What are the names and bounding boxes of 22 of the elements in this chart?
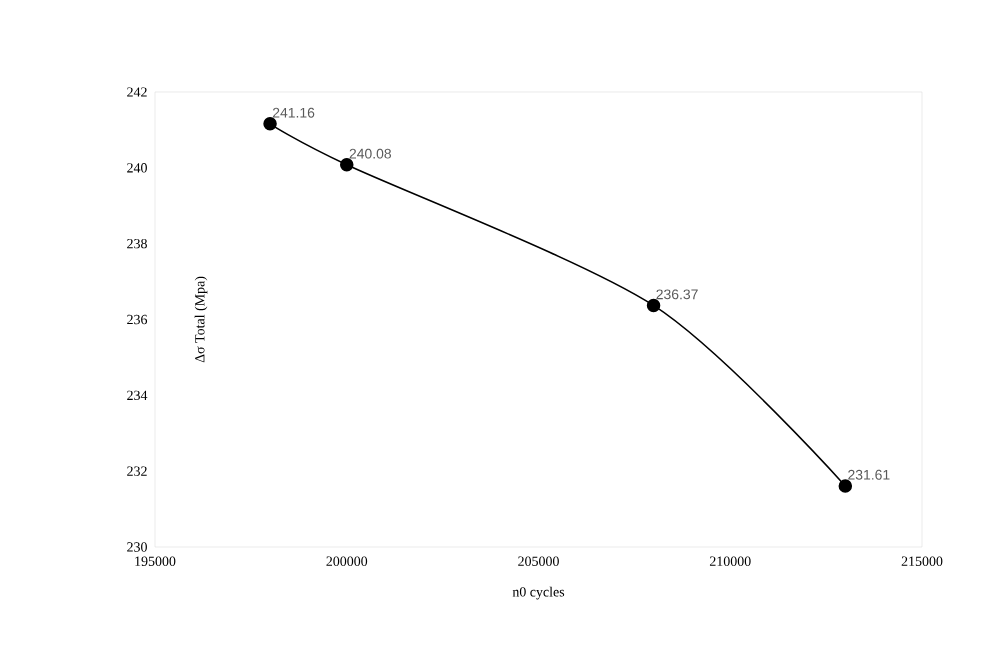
y-tick-label: 232	[127, 466, 147, 476]
data-label: 236.37	[656, 289, 698, 300]
point	[340, 158, 354, 172]
y-tick-label: 242	[127, 87, 147, 97]
x-tick-label: 215000	[901, 556, 943, 566]
y-tick-label: 236	[127, 314, 148, 325]
point	[838, 479, 853, 493]
y-tick-label: 238	[127, 238, 147, 249]
point	[646, 298, 661, 313]
x-tick-label: 210000	[709, 556, 751, 566]
x-tick-label: 200000	[326, 556, 368, 566]
y-tick-label: 230	[127, 542, 147, 552]
x-tick-label: 195000	[135, 556, 176, 566]
x-axis-title: n0 cycles	[512, 586, 565, 600]
data-label: 241.16	[272, 107, 315, 118]
y-axis-title: Δσ Total (Mpa)	[194, 276, 208, 363]
y-tick-label: 234	[127, 390, 148, 401]
x-tick-label: 205000	[518, 556, 559, 566]
data-label: 231.61	[848, 469, 890, 480]
point	[263, 117, 277, 131]
y-tick-label: 240	[127, 163, 147, 173]
data-label: 240.08	[349, 148, 392, 159]
